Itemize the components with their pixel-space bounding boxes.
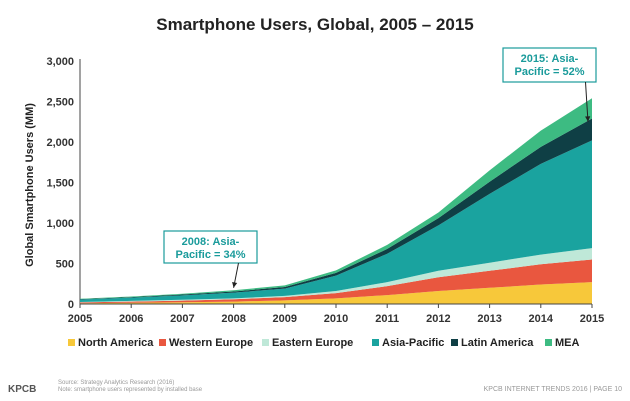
x-tick-label: 2009: [273, 313, 297, 325]
y-tick-label: 2,000: [46, 137, 74, 149]
annotation-box: [163, 230, 258, 264]
legend-label: Latin America: [461, 337, 534, 349]
legend-item-asia-pacific: Asia-Pacific: [372, 337, 444, 349]
legend-swatch: [159, 339, 166, 346]
annotation-arrow: [585, 81, 589, 122]
x-tick-label: 2008: [221, 313, 245, 325]
y-tick-label: 2,500: [46, 97, 74, 109]
y-tick-label: 3,000: [46, 56, 74, 68]
legend-item-north-america: North America: [68, 337, 154, 349]
y-tick-label: 500: [56, 259, 74, 271]
x-tick-label: 2007: [170, 313, 194, 325]
legend-label: Eastern Europe: [272, 337, 353, 349]
legend-item-latin-america: Latin America: [451, 337, 534, 349]
x-axis-ticks: 2005 2006 2007 2008 2009 2010 2011 2012 2013 2014…: [68, 303, 604, 325]
area-eastern-europe: [80, 248, 592, 303]
y-tick-label: 1,000: [46, 218, 74, 230]
annotations: 2008: Asia-Pacific = 34%2015: Asia-Pacif…: [163, 47, 597, 288]
legend-label: Asia-Pacific: [382, 337, 444, 349]
y-axis-label: Global Smartphone Users (MM): [24, 103, 36, 267]
y-tick-label: 0: [68, 299, 74, 311]
annotation-text: Pacific = 52%: [514, 66, 584, 78]
x-tick-label: 2011: [375, 313, 399, 325]
footer-page-note: KPCB INTERNET TRENDS 2016 | PAGE 10: [484, 386, 622, 393]
x-tick-label: 2006: [119, 313, 143, 325]
legend-label: North America: [78, 337, 154, 349]
annotation-2015: 2015: Asia-Pacific = 52%: [502, 47, 597, 122]
annotation-text: Pacific = 34%: [175, 249, 245, 261]
x-tick-label: 2010: [324, 313, 348, 325]
legend-item-mea: MEA: [545, 337, 580, 349]
legend-swatch: [68, 339, 75, 346]
footer-source-2: Note: smartphone users represented by in…: [58, 387, 203, 393]
legend-swatch: [451, 339, 458, 346]
legend-item-eastern-europe: Eastern Europe: [262, 337, 353, 349]
x-tick-label: 2005: [68, 313, 92, 325]
x-tick-label: 2012: [426, 313, 450, 325]
x-tick-label: 2015: [580, 313, 604, 325]
area-western-europe: [80, 259, 592, 304]
annotation-2008: 2008: Asia-Pacific = 34%: [163, 230, 258, 288]
legend-item-western-europe: Western Europe: [159, 337, 253, 349]
footer: KPCB Source: Strategy Analytics Research…: [8, 380, 622, 395]
legend: North America Western Europe Eastern Europ…: [68, 337, 580, 349]
footer-brand: KPCB: [8, 384, 36, 395]
legend-swatch: [262, 339, 269, 346]
y-tick-label: 1,500: [46, 178, 74, 190]
area-asia-pacific: [80, 140, 592, 302]
annotation-box: [502, 47, 597, 83]
legend-swatch: [372, 339, 379, 346]
legend-swatch: [545, 339, 552, 346]
annotation-text: 2008: Asia-: [182, 236, 240, 248]
annotation-arrowhead: [585, 116, 591, 122]
legend-label: Western Europe: [169, 337, 253, 349]
area-series: [80, 98, 592, 304]
area-north-america: [80, 282, 592, 304]
y-axis-ticks: 0 500 1,000 1,500 2,000 2,500 3,000: [46, 56, 81, 311]
annotation-arrowhead: [232, 281, 238, 288]
x-tick-label: 2014: [529, 313, 554, 325]
x-tick-label: 2013: [477, 313, 501, 325]
chart-title: Smartphone Users, Global, 2005 – 2015: [156, 15, 473, 34]
legend-label: MEA: [555, 337, 580, 349]
footer-source-1: Source: Strategy Analytics Research (201…: [58, 380, 174, 386]
annotation-text: 2015: Asia-: [521, 53, 579, 65]
